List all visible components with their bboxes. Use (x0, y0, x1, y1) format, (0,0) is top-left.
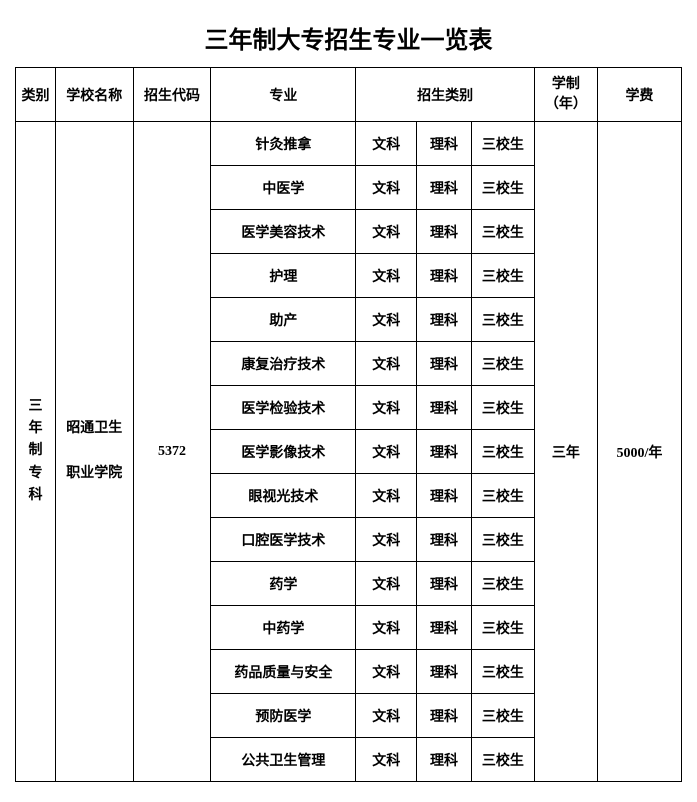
school-line: 职业学院 (66, 466, 122, 481)
admission-type-cell: 文科 (356, 606, 417, 650)
major-cell: 公共卫生管理 (211, 738, 356, 782)
admission-type-cell: 文科 (356, 738, 417, 782)
school-line: 昭通卫生 (66, 421, 122, 436)
major-cell: 康复治疗技术 (211, 342, 356, 386)
major-cell: 护理 (211, 254, 356, 298)
admission-type-cell: 三校生 (471, 430, 534, 474)
duration-cell: 三年 (534, 122, 597, 782)
admission-type-cell: 三校生 (471, 562, 534, 606)
major-cell: 预防医学 (211, 694, 356, 738)
admission-type-cell: 理科 (417, 386, 472, 430)
major-cell: 助产 (211, 298, 356, 342)
admission-type-cell: 文科 (356, 474, 417, 518)
admission-type-cell: 三校生 (471, 166, 534, 210)
admission-type-cell: 理科 (417, 650, 472, 694)
admission-type-cell: 文科 (356, 254, 417, 298)
category-char: 专 (28, 466, 42, 481)
header-major: 专业 (211, 68, 356, 122)
major-cell: 针灸推拿 (211, 122, 356, 166)
admission-type-cell: 理科 (417, 430, 472, 474)
category-cell: 三年制专科 (16, 122, 56, 782)
admission-type-cell: 三校生 (471, 342, 534, 386)
major-cell: 药品质量与安全 (211, 650, 356, 694)
admission-type-cell: 理科 (417, 738, 472, 782)
admission-type-cell: 文科 (356, 694, 417, 738)
category-char: 制 (28, 443, 42, 458)
admission-type-cell: 文科 (356, 298, 417, 342)
admission-type-cell: 三校生 (471, 298, 534, 342)
admissions-table: 类别 学校名称 招生代码 专业 招生类别 学制 （年） 学费 三年制专科昭通卫生… (15, 67, 682, 782)
category-char: 科 (28, 488, 42, 503)
admission-type-cell: 文科 (356, 430, 417, 474)
admission-type-cell: 理科 (417, 342, 472, 386)
header-duration-label: 学制 (552, 77, 580, 92)
admission-type-cell: 理科 (417, 254, 472, 298)
page-title: 三年制大专招生专业一览表 (15, 20, 682, 55)
admission-type-cell: 理科 (417, 518, 472, 562)
admission-type-cell: 理科 (417, 562, 472, 606)
admission-type-cell: 文科 (356, 518, 417, 562)
header-category: 类别 (16, 68, 56, 122)
admission-type-cell: 三校生 (471, 210, 534, 254)
major-cell: 医学检验技术 (211, 386, 356, 430)
admission-type-cell: 三校生 (471, 518, 534, 562)
major-cell: 医学美容技术 (211, 210, 356, 254)
admission-type-cell: 文科 (356, 650, 417, 694)
admission-type-cell: 三校生 (471, 386, 534, 430)
header-fee: 学费 (597, 68, 681, 122)
admission-type-cell: 文科 (356, 166, 417, 210)
code-cell: 5372 (133, 122, 211, 782)
admission-type-cell: 三校生 (471, 738, 534, 782)
admission-type-cell: 文科 (356, 386, 417, 430)
header-school: 学校名称 (55, 68, 133, 122)
admission-type-cell: 三校生 (471, 474, 534, 518)
header-code: 招生代码 (133, 68, 211, 122)
major-cell: 中药学 (211, 606, 356, 650)
admission-type-cell: 三校生 (471, 606, 534, 650)
major-cell: 药学 (211, 562, 356, 606)
fee-cell: 5000/年 (597, 122, 681, 782)
admission-type-cell: 文科 (356, 210, 417, 254)
admission-type-cell: 文科 (356, 122, 417, 166)
major-cell: 医学影像技术 (211, 430, 356, 474)
category-char: 三 (28, 399, 42, 414)
admission-type-cell: 理科 (417, 694, 472, 738)
admission-type-cell: 文科 (356, 562, 417, 606)
table-row: 三年制专科昭通卫生职业学院5372针灸推拿文科理科三校生三年5000/年 (16, 122, 682, 166)
admission-type-cell: 理科 (417, 166, 472, 210)
admission-type-cell: 理科 (417, 298, 472, 342)
admission-type-cell: 三校生 (471, 122, 534, 166)
header-duration-unit: （年） (545, 97, 587, 112)
admission-type-cell: 理科 (417, 210, 472, 254)
header-admission-type: 招生类别 (356, 68, 535, 122)
admission-type-cell: 三校生 (471, 650, 534, 694)
major-cell: 眼视光技术 (211, 474, 356, 518)
major-cell: 中医学 (211, 166, 356, 210)
school-cell: 昭通卫生职业学院 (55, 122, 133, 782)
admission-type-cell: 理科 (417, 606, 472, 650)
major-cell: 口腔医学技术 (211, 518, 356, 562)
admission-type-cell: 三校生 (471, 254, 534, 298)
admission-type-cell: 理科 (417, 122, 472, 166)
admission-type-cell: 文科 (356, 342, 417, 386)
header-duration: 学制 （年） (534, 68, 597, 122)
admission-type-cell: 三校生 (471, 694, 534, 738)
header-row: 类别 学校名称 招生代码 专业 招生类别 学制 （年） 学费 (16, 68, 682, 122)
category-char: 年 (28, 421, 42, 436)
admission-type-cell: 理科 (417, 474, 472, 518)
